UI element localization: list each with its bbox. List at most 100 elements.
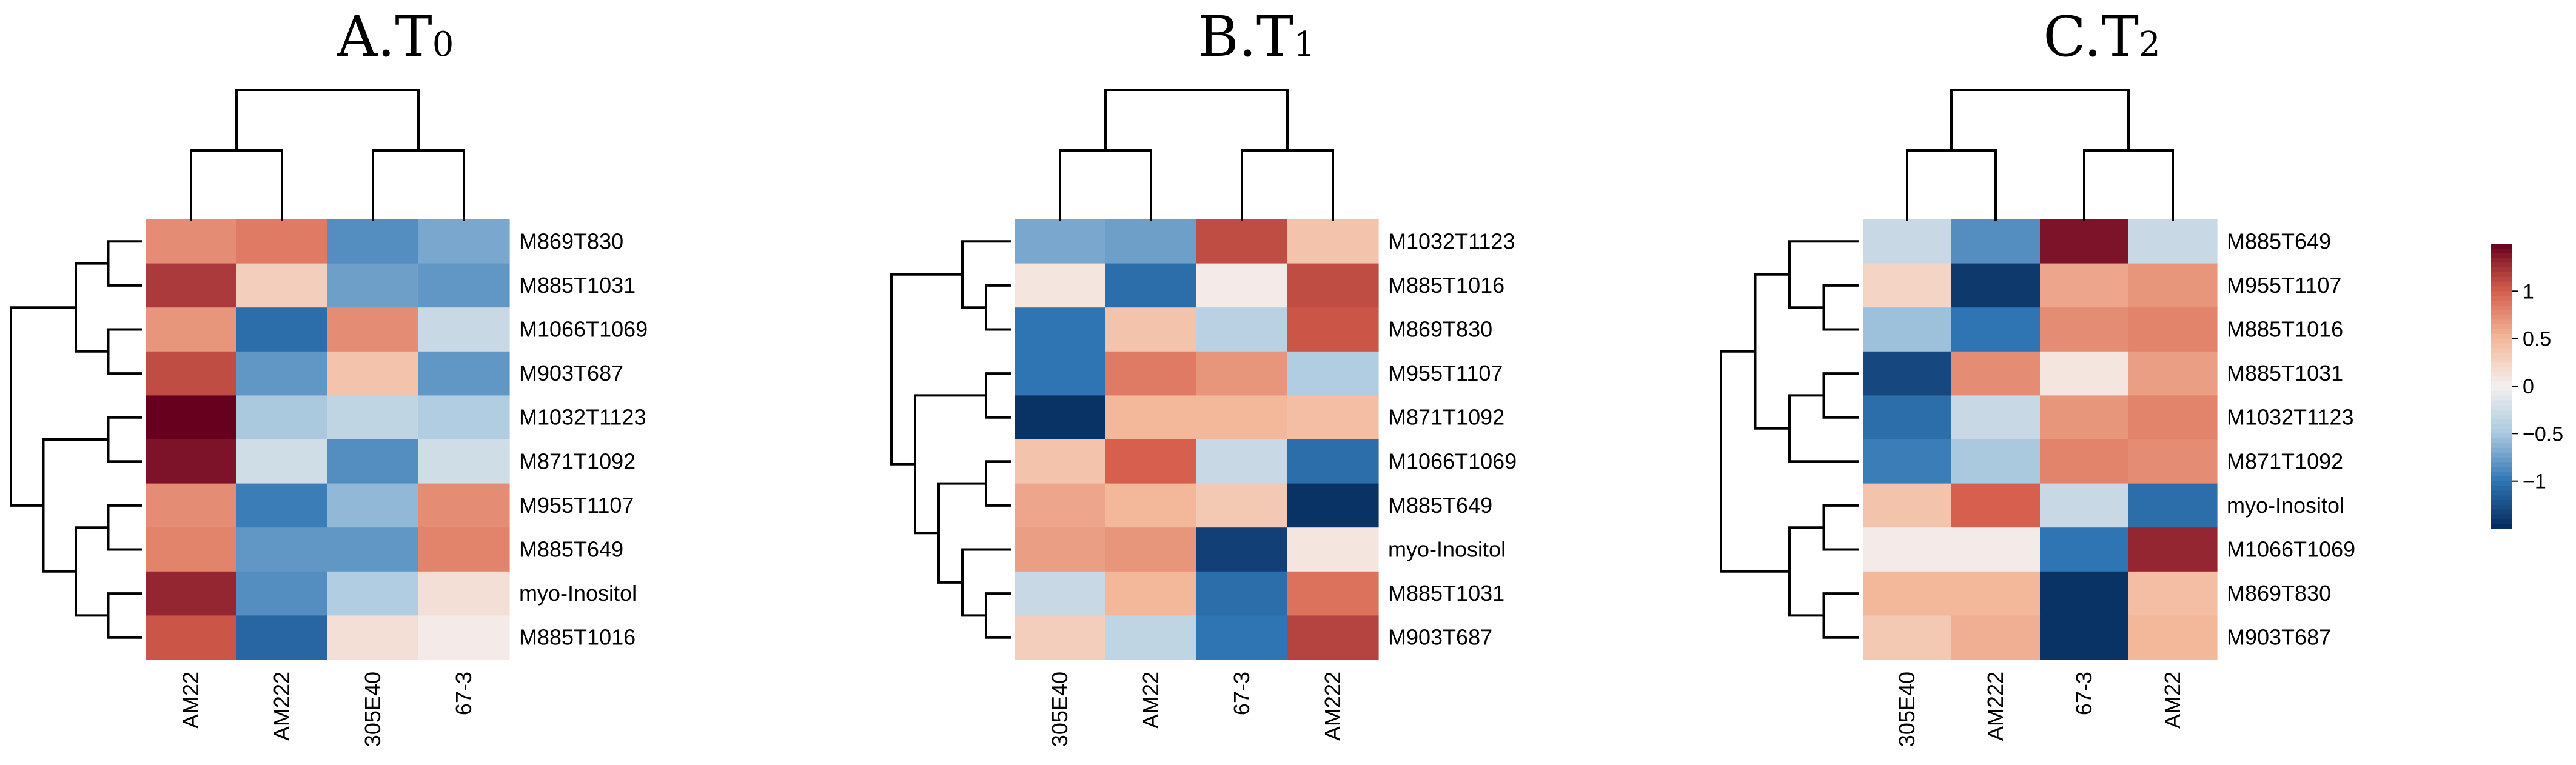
legend-gradient-segment — [2491, 395, 2512, 401]
column-label: 67-3 — [2071, 672, 2096, 715]
heatmap-cell — [236, 571, 328, 616]
heatmap-cell — [418, 483, 510, 528]
row-label: M1032T1123 — [519, 405, 646, 430]
heatmap-cell — [1196, 263, 1288, 308]
heatmap-cell — [2040, 571, 2129, 616]
row-label: M885T1016 — [2227, 317, 2343, 342]
heatmap-cell — [236, 307, 328, 352]
heatmap-cell — [418, 615, 510, 660]
heatmap-cell — [1287, 263, 1379, 308]
legend-gradient-segment — [2491, 291, 2512, 296]
heatmap-cell — [1287, 307, 1379, 352]
row-label: M885T649 — [519, 537, 623, 562]
color-legend: 1 0.5 0 −0.5 −1 — [2491, 244, 2563, 529]
heatmap-cell — [1015, 351, 1106, 396]
heatmap-cell — [2040, 351, 2129, 396]
panel-b: B.T1 M1032T1123 M885T1016 M869T830 M955T110… — [890, 4, 1517, 747]
heatmap-cell — [327, 351, 419, 396]
heatmap-cell — [146, 571, 237, 616]
legend-gradient-segment — [2491, 486, 2512, 491]
row-label: M955T1107 — [2227, 273, 2341, 298]
heatmap-cell — [236, 219, 328, 264]
legend-gradient-segment — [2491, 386, 2512, 392]
legend-gradient-segment — [2491, 362, 2512, 368]
legend-gradient-segment — [2491, 462, 2512, 467]
heatmap-cell — [1863, 571, 1952, 616]
heatmap-cell — [1015, 263, 1106, 308]
heatmap-cell — [1196, 219, 1288, 264]
legend-gradient-segment — [2491, 476, 2512, 482]
legend-gradient-segment — [2491, 353, 2512, 358]
heatmap-cell — [236, 615, 328, 660]
heatmap-cell — [1105, 571, 1197, 616]
legend-gradient-segment — [2491, 310, 2512, 316]
heatmap-cell — [146, 219, 237, 264]
row-label: M1066T1069 — [2227, 537, 2355, 562]
heatmap-cell — [418, 219, 510, 264]
legend-tick-label: 0.5 — [2523, 328, 2551, 351]
row-dendrogram — [1720, 240, 1859, 639]
legend-gradient-segment — [2491, 253, 2512, 259]
heatmap-cell — [418, 527, 510, 572]
heatmap-cell — [418, 439, 510, 484]
legend-gradient-segment — [2491, 419, 2512, 425]
heatmap-cell — [1015, 527, 1106, 572]
row-label: M871T1092 — [519, 449, 636, 473]
heatmap-cell — [146, 439, 237, 484]
heatmap-cell — [1287, 219, 1379, 264]
heatmap-cell — [418, 395, 510, 440]
legend-gradient-segment — [2491, 367, 2512, 373]
legend-gradient-segment — [2491, 504, 2512, 510]
legend-gradient-segment — [2491, 338, 2512, 344]
legend-gradient-segment — [2491, 514, 2512, 519]
heatmap-cell — [1105, 351, 1197, 396]
row-label: M885T649 — [2227, 229, 2331, 253]
heatmap-cell — [2128, 615, 2218, 660]
heatmap-cell — [418, 263, 510, 308]
heatmap-cell — [2040, 263, 2129, 308]
legend-tick-label: −0.5 — [2523, 423, 2563, 446]
heatmap-cell — [1015, 615, 1106, 660]
heatmap-cell — [1951, 615, 2041, 660]
heatmap-cell — [1951, 483, 2041, 528]
heatmap-cell — [1951, 527, 2041, 572]
legend-gradient-segment — [2491, 500, 2512, 506]
heatmap-cell — [327, 571, 419, 616]
heatmap-cell — [1951, 307, 2041, 352]
legend-gradient-segment — [2491, 490, 2512, 496]
row-label: M885T1016 — [1388, 273, 1504, 298]
legend-gradient-segment — [2491, 509, 2512, 515]
heatmap-cell — [418, 571, 510, 616]
heatmap-cell — [1196, 483, 1288, 528]
legend-gradient-segment — [2491, 519, 2512, 524]
heatmap-cell — [327, 527, 419, 572]
column-label: AM22 — [2160, 672, 2185, 729]
heatmap-cell — [327, 439, 419, 484]
heatmap-cell — [2040, 483, 2129, 528]
heatmap-cell — [1287, 615, 1379, 660]
heatmap-cell — [1105, 395, 1197, 440]
heatmap-cell — [418, 351, 510, 396]
legend-gradient-segment — [2491, 415, 2512, 420]
heatmap-cell — [1951, 439, 2041, 484]
row-label: M1032T1123 — [2227, 405, 2353, 430]
heatmap-cell — [1105, 263, 1197, 308]
heatmap-cell — [1196, 439, 1288, 484]
heatmap-cell — [2128, 439, 2218, 484]
legend-gradient-segment — [2491, 452, 2512, 458]
heatmap-cell — [2128, 307, 2218, 352]
heatmap-cell — [1287, 395, 1379, 440]
legend-gradient-segment — [2491, 329, 2512, 335]
column-label: AM22 — [178, 672, 203, 729]
heatmap-cell — [1863, 263, 1952, 308]
legend-gradient-segment — [2491, 495, 2512, 501]
heatmap-cell — [146, 307, 237, 352]
heatmap-cell — [1863, 351, 1952, 396]
heatmap-cell — [2128, 219, 2218, 264]
heatmap-cell — [1951, 395, 2041, 440]
legend-gradient-segment — [2491, 324, 2512, 330]
heatmap-cell — [146, 395, 237, 440]
heatmap-cell — [146, 615, 237, 660]
heatmap-cell — [1287, 351, 1379, 396]
